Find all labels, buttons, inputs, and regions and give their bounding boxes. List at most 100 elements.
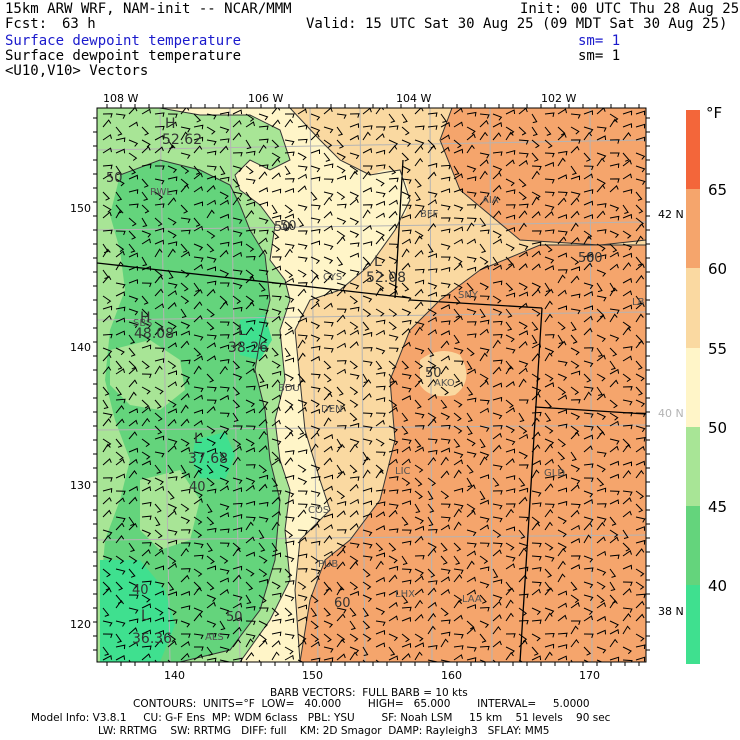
wind-barb [167, 321, 177, 330]
wyoming-nebraska-border [394, 159, 404, 299]
wind-barb [323, 417, 332, 427]
wind-barb [206, 516, 215, 526]
wind-barb [297, 256, 308, 263]
wind-barb [544, 265, 555, 271]
wind-barb [284, 204, 293, 214]
wind-barb [167, 503, 178, 511]
wind-barb [479, 373, 489, 382]
wind-barb [531, 542, 542, 548]
wind-barb [557, 269, 568, 274]
wind-barb [336, 542, 347, 550]
wind-barb [583, 131, 593, 141]
wind-barb [596, 295, 607, 302]
wind-barb [466, 308, 477, 316]
wind-barb [466, 560, 475, 570]
wind-barb [310, 555, 320, 564]
wind-barb [544, 443, 554, 453]
wind-barb [167, 217, 177, 226]
wind-barb [453, 542, 462, 552]
wind-barb [492, 210, 502, 219]
wind-barb [492, 359, 503, 365]
wind-barb [102, 607, 110, 617]
wind-barb [440, 164, 451, 170]
wind-barb [219, 451, 227, 461]
wind-barb [115, 418, 125, 427]
wind-barb [505, 109, 516, 115]
wind-barb [193, 124, 204, 130]
wind-barb [505, 150, 516, 155]
wind-barb [128, 203, 139, 209]
wind-barb [102, 496, 112, 505]
wind-barb [622, 110, 633, 116]
wind-barb [297, 616, 308, 622]
wind-barb [336, 126, 344, 136]
wind-barb [388, 438, 399, 446]
wind-barb [102, 229, 113, 235]
wind-barb [466, 620, 475, 630]
wind-barb [310, 620, 319, 630]
wind-barb [219, 269, 230, 277]
wind-barb [479, 594, 487, 604]
wind-barb [258, 483, 268, 492]
wind-barb [375, 329, 386, 336]
wind-barb [505, 503, 516, 508]
wind-barb [453, 148, 464, 154]
wind-barb [310, 217, 321, 224]
station-label: AIA [482, 195, 499, 206]
wind-barb [323, 139, 333, 148]
wind-barb [206, 342, 216, 349]
wind-barb [505, 438, 516, 446]
wind-barb [388, 399, 398, 408]
wind-barb [310, 302, 320, 310]
wind-barb [128, 334, 136, 344]
wind-barb [154, 549, 164, 557]
wind-barb [102, 347, 113, 355]
wind-barb [401, 395, 412, 401]
wind-barb [362, 568, 371, 578]
wind-barb [297, 378, 306, 388]
wind-barb [531, 308, 541, 317]
wind-barb [388, 223, 398, 232]
wind-barb [219, 344, 230, 350]
wind-barb [440, 320, 451, 326]
wind-barb [310, 607, 318, 617]
wind-barb [180, 568, 191, 573]
wind-barb [622, 613, 632, 622]
wind-barb [609, 368, 620, 375]
wind-barb [141, 542, 152, 547]
contour-label: 60 [586, 251, 603, 266]
wind-barb [557, 394, 568, 401]
wind-barb [596, 536, 606, 544]
wind-barb [635, 412, 646, 418]
wind-barb [193, 586, 203, 596]
wind-barb [336, 191, 346, 200]
model-title: 15km ARW WRF, NAM-init -- NCAR/MMM [5, 1, 292, 17]
wind-barb [635, 516, 646, 523]
wind-barb [297, 243, 308, 250]
wind-barb [583, 214, 593, 219]
wind-barb [583, 126, 594, 134]
wind-barb [596, 646, 607, 654]
wind-barb [466, 425, 473, 435]
wind-barb [258, 568, 268, 577]
wind-barb [310, 256, 321, 265]
wind-barb [479, 197, 489, 206]
wind-barb [427, 212, 438, 219]
wind-barb [635, 503, 644, 513]
wind-barb [570, 175, 580, 181]
wind-barb [388, 113, 396, 123]
wind-barb [466, 165, 477, 173]
wind-barb [557, 560, 566, 570]
wind-barb [297, 173, 308, 180]
wind-barb [557, 500, 568, 506]
wind-barb [284, 618, 295, 623]
wind-barb [518, 412, 525, 422]
wind-barb [544, 643, 555, 649]
wind-barb [609, 460, 620, 466]
wind-barb [440, 330, 451, 336]
wind-barb [245, 210, 255, 219]
wind-barb [479, 542, 490, 548]
wind-barb [401, 178, 412, 184]
wind-barb [180, 472, 191, 479]
wind-barb [531, 373, 541, 382]
